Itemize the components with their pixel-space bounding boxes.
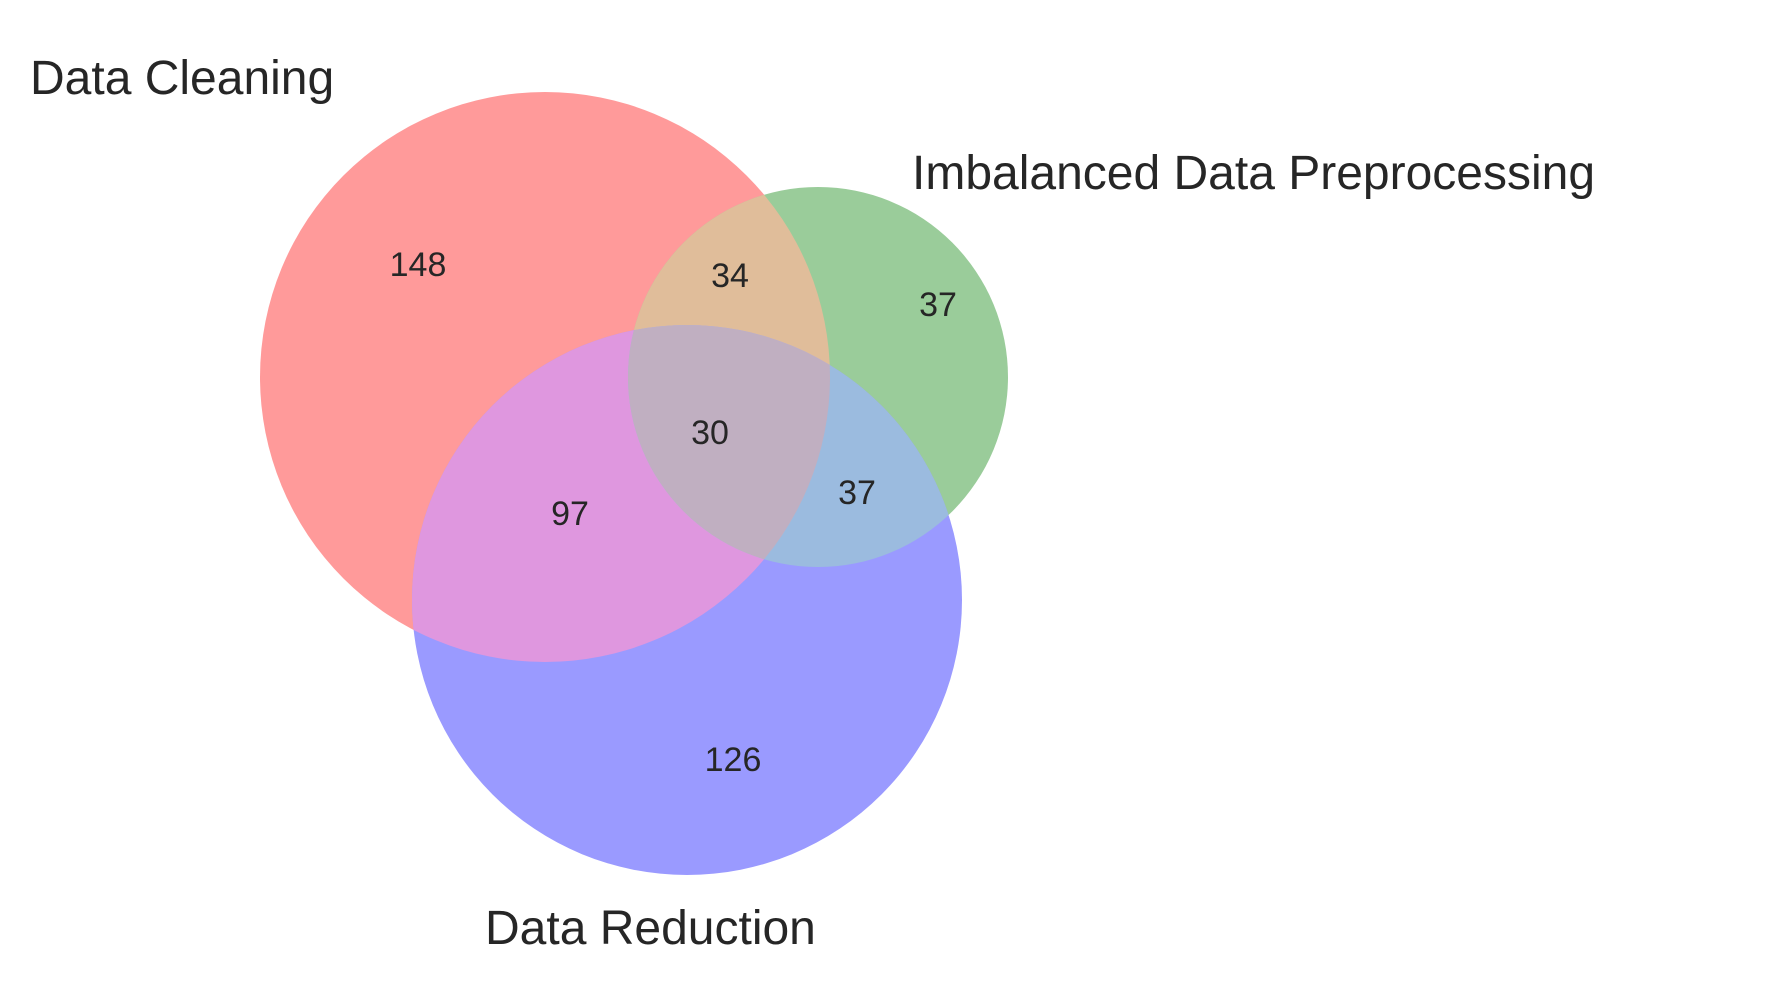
count-cleaning-only: 148: [390, 246, 447, 284]
count-cleaning-imbalanced: 34: [711, 257, 749, 295]
count-imbalanced-only: 37: [919, 286, 957, 324]
count-reduction-only: 126: [705, 741, 762, 779]
region-imbalanced-reduction: [628, 325, 962, 567]
count-imbalanced-reduction: 37: [838, 474, 876, 512]
set-label-data-cleaning: Data Cleaning: [30, 52, 334, 105]
venn-regions: [260, 92, 1008, 875]
count-all-three: 30: [691, 414, 729, 452]
count-cleaning-reduction: 97: [551, 495, 589, 533]
set-label-imbalanced-data-preprocessing: Imbalanced Data Preprocessing: [912, 147, 1595, 200]
set-label-data-reduction: Data Reduction: [485, 902, 816, 955]
